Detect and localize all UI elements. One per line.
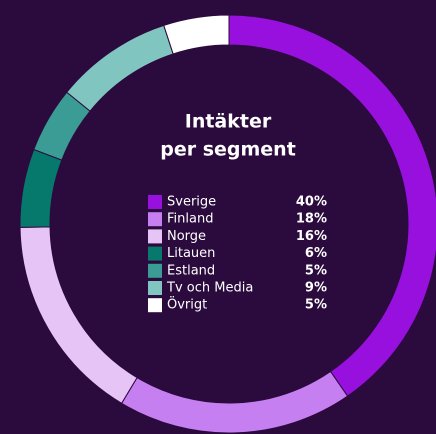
legend-swatch <box>148 212 162 227</box>
legend-swatch <box>148 298 162 313</box>
donut-segment <box>163 14 230 55</box>
donut-segment <box>228 14 436 397</box>
legend-swatch <box>148 195 162 209</box>
value-label: 18% <box>296 212 327 227</box>
value-label: 6% <box>305 246 327 261</box>
value-label: 5% <box>305 298 327 313</box>
legend-label: Estland <box>167 263 215 278</box>
value-label: 40% <box>296 195 327 210</box>
legend-label: Tv och Media <box>166 281 253 296</box>
legend-label: Norge <box>167 229 206 244</box>
value-label: 16% <box>296 229 327 244</box>
legend-label: Finland <box>167 212 213 227</box>
legend-label: Övrigt <box>167 296 207 313</box>
legend-swatch <box>148 246 162 261</box>
legend-swatch <box>148 229 162 244</box>
value-label: 5% <box>305 263 327 278</box>
value-label: 9% <box>305 281 327 296</box>
chart-title: per segment <box>160 139 296 161</box>
legend-swatch <box>148 281 162 295</box>
chart-title: Intäkter <box>185 111 272 133</box>
legend-label: Sverige <box>167 195 216 210</box>
legend-swatch <box>148 263 162 278</box>
legend-label: Litauen <box>167 246 215 261</box>
